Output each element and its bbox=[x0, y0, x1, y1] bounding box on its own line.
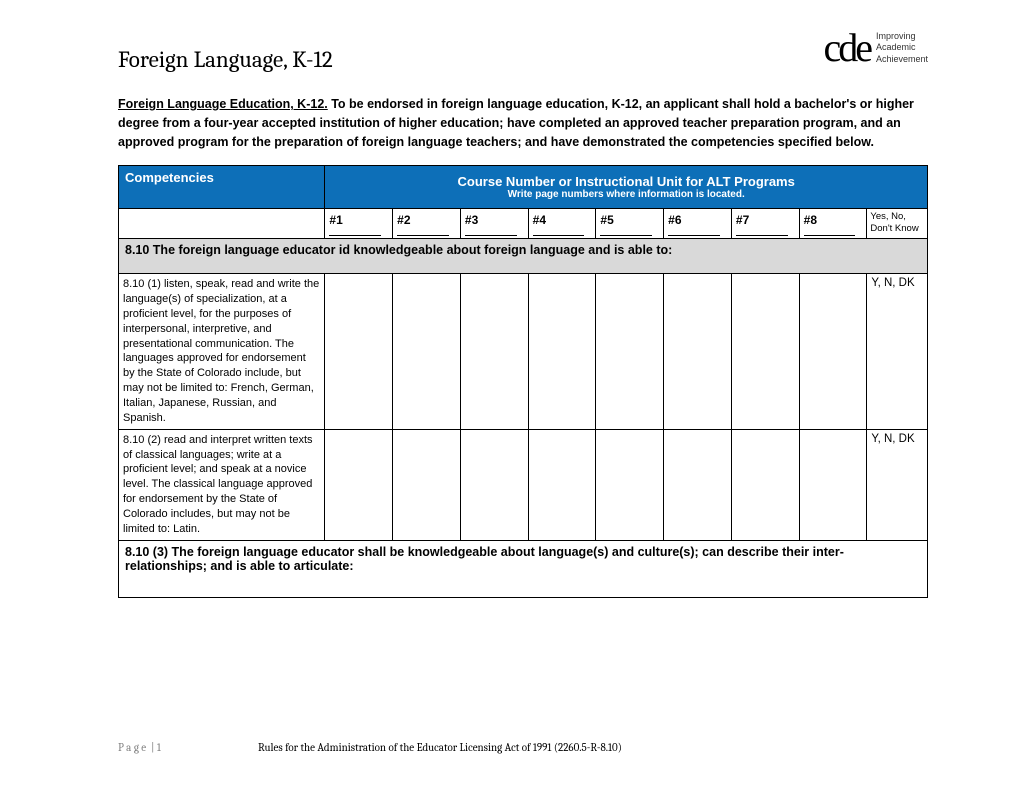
intro-paragraph: Foreign Language Education, K-12. To be … bbox=[118, 95, 928, 151]
footer: Page | 1 Rules for the Administration of… bbox=[118, 741, 928, 754]
col-ynd: Yes, No, Don't Know bbox=[867, 209, 928, 239]
footer-page-label: Page bbox=[118, 741, 149, 754]
logo-tag-line2: Academic bbox=[876, 42, 928, 53]
logo: cde Improving Academic Achievement bbox=[823, 28, 928, 68]
col-7-label: #7 bbox=[736, 213, 749, 227]
logo-tagline: Improving Academic Achievement bbox=[876, 31, 928, 65]
row-2-col-7[interactable] bbox=[731, 429, 799, 540]
row-1-col-7[interactable] bbox=[731, 274, 799, 429]
col-6-label: #6 bbox=[668, 213, 681, 227]
row-2-col-6[interactable] bbox=[664, 429, 732, 540]
row-2-col-2[interactable] bbox=[393, 429, 461, 540]
col-6: #6 bbox=[664, 209, 732, 239]
col-1-label: #1 bbox=[329, 213, 342, 227]
intro-lead: Foreign Language Education, K-12. bbox=[118, 97, 328, 111]
row-1-col-2[interactable] bbox=[393, 274, 461, 429]
row-1-desc: 8.10 (1) listen, speak, read and write t… bbox=[119, 274, 325, 429]
footer-page-num: 1 bbox=[157, 741, 161, 754]
col-8: #8 bbox=[799, 209, 867, 239]
table-header-row: Competencies Course Number or Instructio… bbox=[119, 166, 928, 209]
logo-letter-c: c bbox=[823, 25, 838, 70]
row-2-col-5[interactable] bbox=[596, 429, 664, 540]
row-1-col-8[interactable] bbox=[799, 274, 867, 429]
section-1-text: 8.10 The foreign language educator id kn… bbox=[119, 239, 928, 274]
row-1-col-6[interactable] bbox=[664, 274, 732, 429]
col-5: #5 bbox=[596, 209, 664, 239]
header-row: Foreign Language, K-12 cde Improving Aca… bbox=[118, 28, 928, 73]
logo-mark: cde bbox=[823, 28, 870, 68]
table-row: 8.10 (1) listen, speak, read and write t… bbox=[119, 274, 928, 429]
col-5-label: #5 bbox=[600, 213, 613, 227]
footer-rules: Rules for the Administration of the Educ… bbox=[258, 741, 622, 754]
col-7: #7 bbox=[731, 209, 799, 239]
row-2-col-3[interactable] bbox=[460, 429, 528, 540]
row-1-ynd: Y, N, DK bbox=[867, 274, 928, 429]
logo-tag-line3: Achievement bbox=[876, 54, 928, 65]
table-row: 8.10 (2) read and interpret written text… bbox=[119, 429, 928, 540]
header-course-cell: Course Number or Instructional Unit for … bbox=[325, 166, 928, 209]
row-2-desc: 8.10 (2) read and interpret written text… bbox=[119, 429, 325, 540]
header-sub: Write page numbers where information is … bbox=[329, 189, 923, 204]
row-1-col-4[interactable] bbox=[528, 274, 596, 429]
row-1-col-1[interactable] bbox=[325, 274, 393, 429]
desc-header-blank bbox=[119, 209, 325, 239]
col-8-label: #8 bbox=[804, 213, 817, 227]
col-1: #1 bbox=[325, 209, 393, 239]
page-container: Foreign Language, K-12 cde Improving Aca… bbox=[0, 0, 1020, 598]
header-competencies: Competencies bbox=[119, 166, 325, 209]
section-row-1: 8.10 The foreign language educator id kn… bbox=[119, 239, 928, 274]
logo-letter-d: d bbox=[838, 25, 855, 70]
col-4: #4 bbox=[528, 209, 596, 239]
header-course: Course Number or Instructional Unit for … bbox=[329, 170, 923, 189]
col-2: #2 bbox=[393, 209, 461, 239]
page-title: Foreign Language, K-12 bbox=[118, 46, 333, 73]
row-1-col-5[interactable] bbox=[596, 274, 664, 429]
competency-table: Competencies Course Number or Instructio… bbox=[118, 165, 928, 597]
col-4-label: #4 bbox=[533, 213, 546, 227]
col-3-label: #3 bbox=[465, 213, 478, 227]
col-3: #3 bbox=[460, 209, 528, 239]
section-row-2: 8.10 (3) The foreign language educator s… bbox=[119, 540, 928, 597]
footer-page-sep: | bbox=[149, 741, 157, 754]
section-2-text: 8.10 (3) The foreign language educator s… bbox=[119, 540, 928, 597]
row-2-col-4[interactable] bbox=[528, 429, 596, 540]
col-2-label: #2 bbox=[397, 213, 410, 227]
logo-letter-e: e bbox=[855, 25, 870, 70]
logo-tag-line1: Improving bbox=[876, 31, 928, 42]
row-2-col-1[interactable] bbox=[325, 429, 393, 540]
row-1-col-3[interactable] bbox=[460, 274, 528, 429]
row-2-ynd: Y, N, DK bbox=[867, 429, 928, 540]
row-2-col-8[interactable] bbox=[799, 429, 867, 540]
column-number-row: #1 #2 #3 #4 #5 #6 #7 #8 Yes, No, Don't K… bbox=[119, 209, 928, 239]
